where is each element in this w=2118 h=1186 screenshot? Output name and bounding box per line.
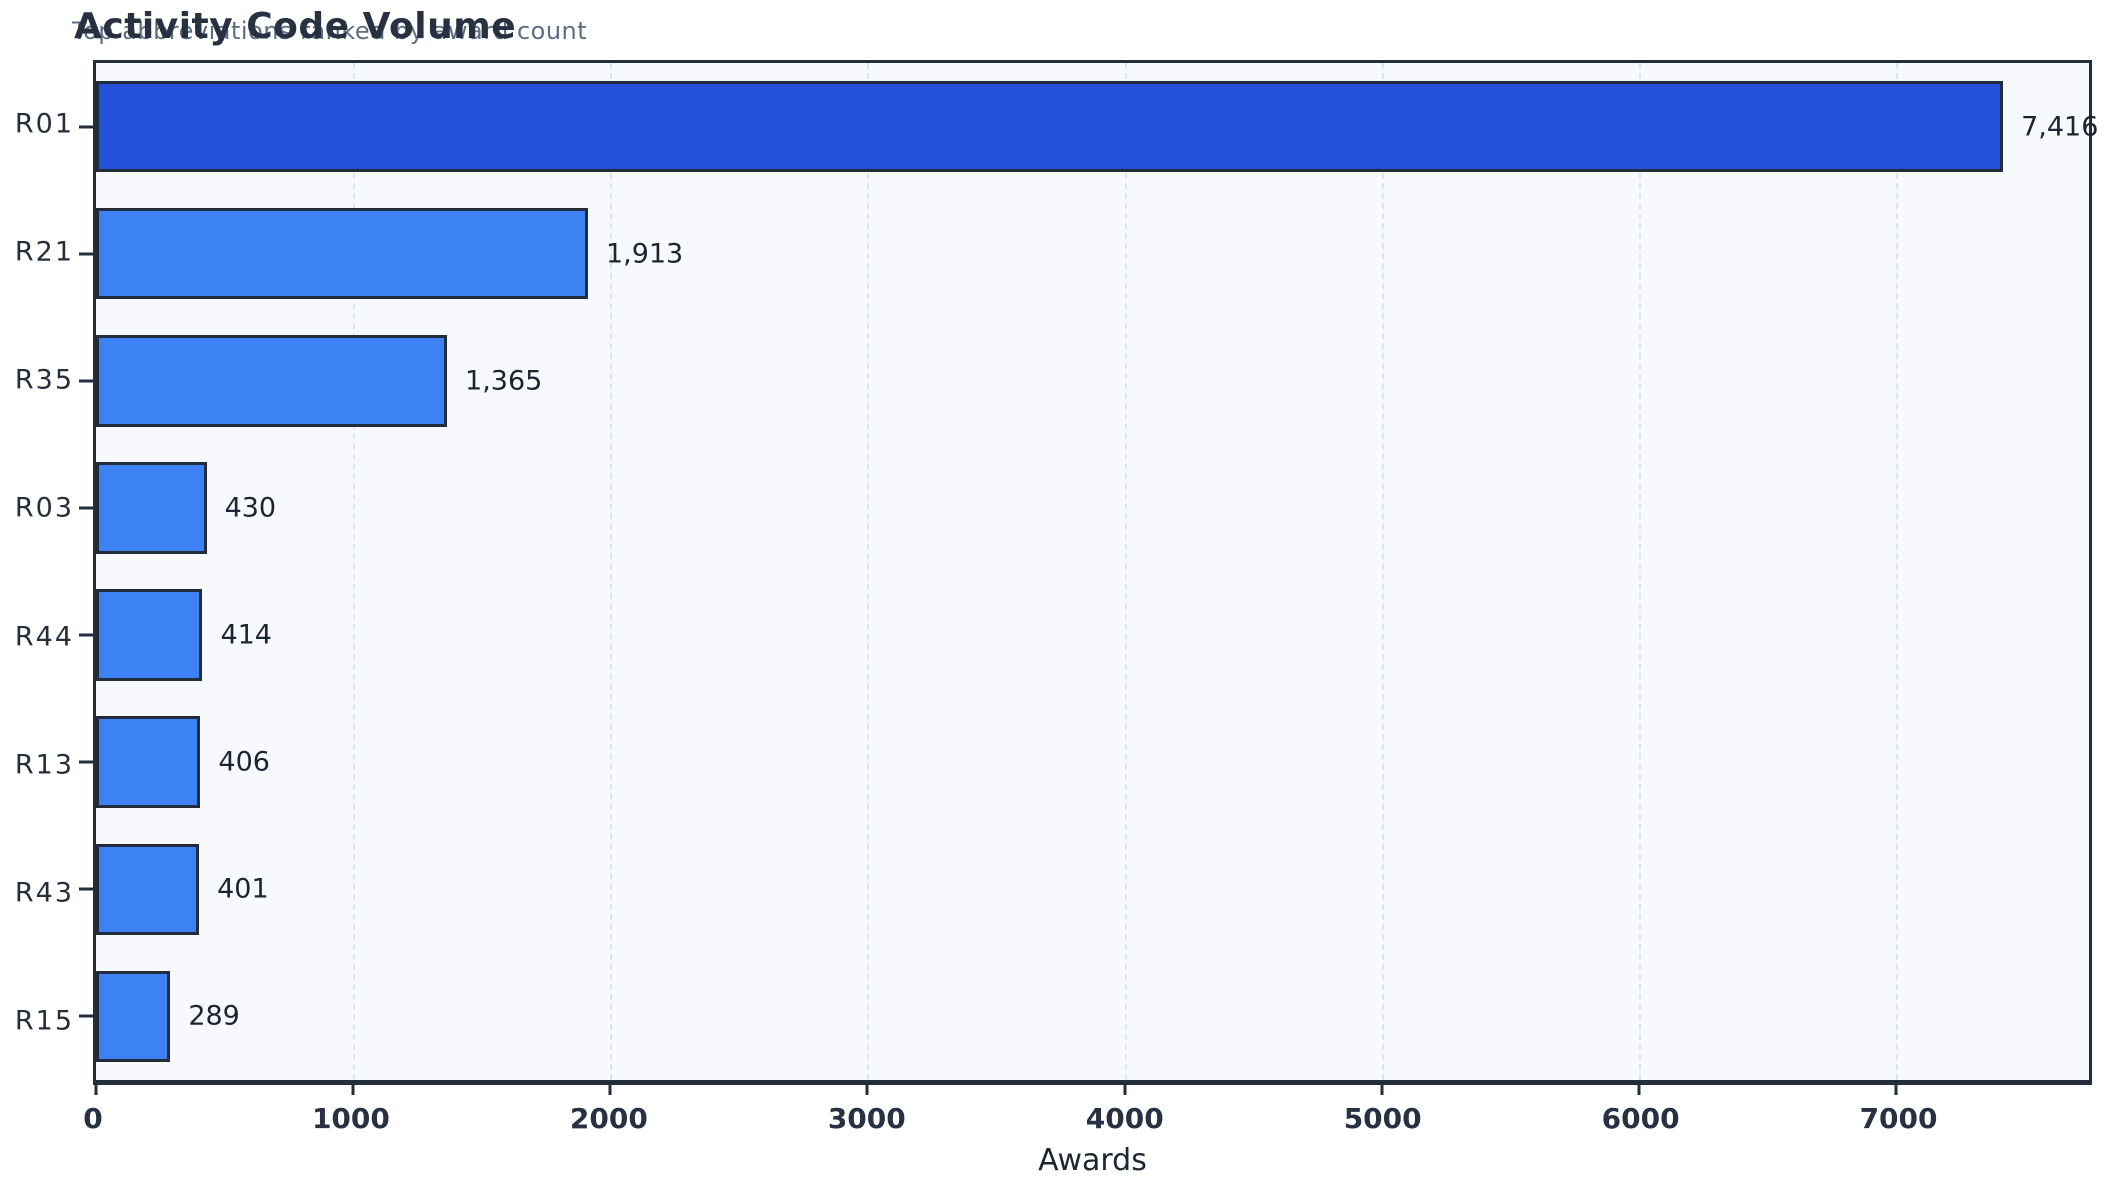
x-label-4000: 4000 [1085,1102,1164,1135]
bar-value-R01: 7,416 [2021,111,2099,143]
gridline-x-1000 [353,63,356,1080]
bar-row-R44: 414 [96,572,2089,699]
bar-row-R13: 406 [96,699,2089,826]
y-label-R43: R43 [14,877,74,909]
x-tick-3000 [865,1080,869,1095]
y-label-R01: R01 [14,108,74,140]
gridline-x-7000 [1896,63,1899,1080]
bar-R44 [96,589,203,681]
x-label-1000: 1000 [311,1102,390,1135]
bar-row-R15: 289 [96,953,2089,1080]
y-label-R44: R44 [14,621,74,653]
y-tick-R15 [79,1014,96,1018]
y-tick-R01 [79,125,96,129]
gridline-x-4000 [1124,63,1127,1080]
chart-subtitle: Top abbreviations ranked by award count [72,17,588,45]
bar-value-R21: 1,913 [605,238,684,270]
gridline-x-3000 [867,63,870,1080]
x-axis-tick-labels: 0 1000 2000 3000 4000 5000 6000 7000 [83,1102,2092,1142]
bar-R35 [96,335,448,427]
y-tick-R43 [79,887,96,891]
gridline-x-5000 [1381,63,1384,1080]
bar-value-R15: 289 [188,1000,240,1032]
bar-row-R01: 7,416 [96,63,2098,190]
gridline-x-2000 [610,63,613,1080]
x-tick-0 [94,1080,98,1095]
bar-R13 [96,716,201,808]
y-label-R03: R03 [14,492,74,524]
x-label-6000: 6000 [1601,1102,1680,1135]
bar-row-R21: 1,913 [96,190,2089,317]
y-label-R35: R35 [14,364,74,396]
bar-row-R35: 1,365 [96,317,2089,444]
bar-R21 [96,207,588,300]
x-tick-2000 [608,1080,612,1095]
bar-row-R03: 430 [96,444,2089,571]
y-label-R13: R13 [14,749,74,781]
y-tick-R35 [79,379,96,383]
y-label-R15: R15 [14,1005,74,1037]
x-tick-4000 [1123,1080,1127,1095]
y-tick-R44 [79,633,96,637]
bar-R15 [96,970,171,1063]
bar-R01 [96,80,2004,173]
gridline-x-6000 [1638,63,1641,1080]
bar-value-R35: 1,365 [465,365,543,397]
x-label-5000: 5000 [1343,1102,1422,1135]
y-axis-labels: R01 R21 R35 R03 R44 R13 R43 R15 [0,60,74,1085]
x-label-3000: 3000 [827,1102,906,1135]
x-tick-5000 [1380,1080,1384,1095]
x-tick-1000 [351,1080,355,1095]
x-label-2000: 2000 [569,1102,648,1135]
y-tick-R13 [79,760,96,764]
x-tick-7000 [1894,1080,1898,1095]
x-label-7000: 7000 [1859,1102,1938,1135]
y-tick-R21 [79,252,96,256]
bar-value-R03: 430 [224,492,277,524]
bar-value-R13: 406 [218,746,270,778]
x-tick-6000 [1637,1080,1641,1095]
bar-R43 [96,843,200,936]
x-label-0: 0 [83,1102,103,1135]
bar-row-R43: 401 [96,826,2089,953]
bar-R03 [96,462,207,554]
chart-title: Activity Code Volume [74,6,517,47]
plot-area: 7,416 1,913 1,365 430 414 406 401 289 [79,60,2098,1095]
bar-value-R44: 414 [220,619,272,651]
y-label-R21: R21 [14,236,74,268]
y-tick-R03 [79,506,96,510]
bar-value-R43: 401 [217,873,269,905]
x-axis-title: Awards [1038,1143,1147,1178]
